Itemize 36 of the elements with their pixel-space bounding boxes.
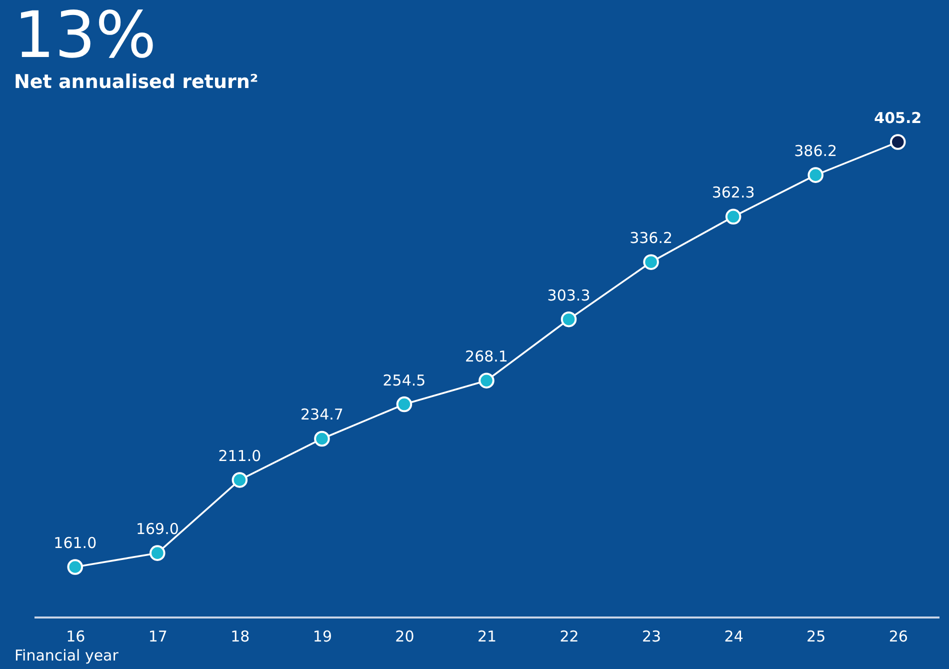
x-tick-label: 24 xyxy=(724,628,744,646)
point xyxy=(478,372,494,388)
x-tick-label: 23 xyxy=(642,628,662,646)
point xyxy=(725,208,742,225)
data-label: 362.3 xyxy=(712,184,755,202)
point xyxy=(396,396,412,412)
point xyxy=(808,167,824,183)
data-label: 336.2 xyxy=(630,229,673,248)
data-label: 254.5 xyxy=(382,371,426,390)
point xyxy=(150,545,166,561)
point xyxy=(890,134,906,150)
x-tick-label: 20 xyxy=(395,628,414,646)
data-label: 303.3 xyxy=(547,286,590,304)
x-tick-label: 21 xyxy=(477,628,497,646)
x-axis-title: Financial year xyxy=(14,646,120,664)
data-label: 211.0 xyxy=(218,446,262,465)
point xyxy=(643,254,659,270)
x-tick-label: 16 xyxy=(66,628,86,646)
chart-subtitle: Net annualised return² xyxy=(14,71,258,93)
x-tick-label: 25 xyxy=(806,628,826,646)
point xyxy=(232,472,248,488)
point xyxy=(67,559,84,575)
data-label: 405.2 xyxy=(874,109,922,127)
x-tick-label: 19 xyxy=(312,628,332,646)
x-tick-label: 18 xyxy=(230,628,250,646)
x-tick-label: 17 xyxy=(148,628,168,646)
data-label: 268.1 xyxy=(465,348,508,366)
point xyxy=(314,430,330,447)
data-label: 386.2 xyxy=(794,142,838,160)
data-label: 161.0 xyxy=(54,534,97,552)
chart-title: 13% xyxy=(14,0,156,73)
x-tick-label: 22 xyxy=(560,628,579,646)
data-label: 169.0 xyxy=(136,520,179,538)
x-tick-label: 26 xyxy=(888,628,908,646)
data-label: 234.7 xyxy=(300,406,344,424)
point xyxy=(560,311,577,328)
